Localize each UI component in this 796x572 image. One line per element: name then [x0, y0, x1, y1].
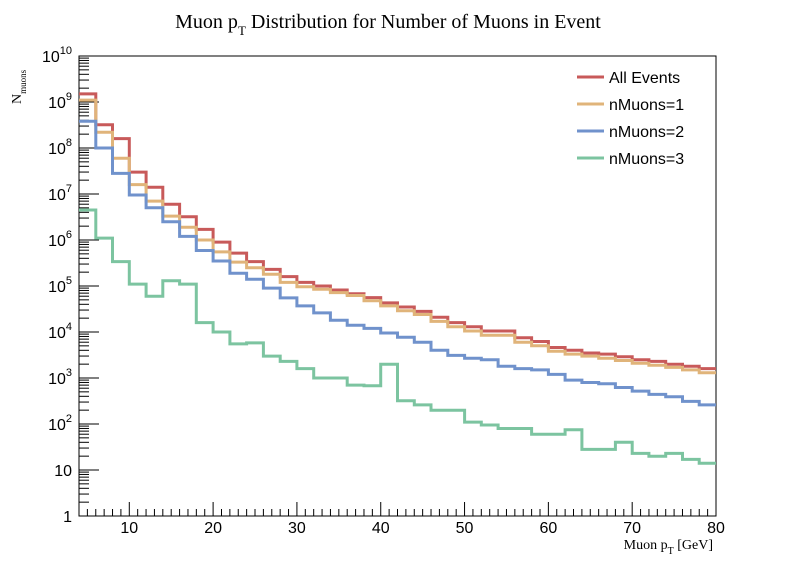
series-line-2 — [79, 98, 716, 375]
legend-label: nMuons=2 — [609, 124, 684, 141]
y-axis: 1 10 102 103 104 105 106 107 108 109 1010 — [42, 45, 99, 526]
x-tick-label: 20 — [204, 520, 222, 537]
y-tick-label: 1010 — [42, 45, 72, 66]
series-line-4 — [79, 208, 716, 465]
y-tick-label: 105 — [48, 275, 72, 296]
x-tick-label: 50 — [456, 520, 474, 537]
x-axis: 10 20 30 40 50 60 70 80 — [78, 502, 725, 537]
y-tick-label: 102 — [48, 413, 72, 434]
x-tick-label: 10 — [120, 520, 138, 537]
y-tick-label: 109 — [48, 91, 72, 112]
y-tick-label: 106 — [48, 229, 72, 250]
x-axis-label: Muon pT [GeV] — [624, 538, 713, 557]
x-tick-label: 70 — [623, 520, 641, 537]
y-tick-label: 103 — [48, 367, 72, 388]
x-tick-label: 60 — [539, 520, 557, 537]
legend-label: nMuons=1 — [609, 97, 684, 114]
legend-label: All Events — [609, 70, 680, 87]
legend: All Events nMuons=1 nMuons=2 nMuons=3 — [577, 70, 684, 168]
series-line-3 — [79, 119, 716, 407]
y-tick-label: 10 — [54, 463, 72, 480]
y-tick-label: 1 — [63, 509, 72, 526]
legend-label: nMuons=3 — [609, 151, 684, 168]
y-tick-label: 107 — [48, 183, 72, 204]
x-tick-label: 80 — [707, 520, 725, 537]
y-axis-label: Nmuons — [10, 69, 28, 104]
series-layer — [79, 92, 716, 465]
x-tick-label: 40 — [372, 520, 390, 537]
series-line-1 — [79, 92, 716, 371]
y-tick-label: 108 — [48, 137, 72, 158]
y-tick-label: 104 — [48, 321, 72, 342]
x-tick-label: 30 — [288, 520, 306, 537]
chart-title: Muon pT Distribution for Number of Muons… — [175, 11, 601, 38]
